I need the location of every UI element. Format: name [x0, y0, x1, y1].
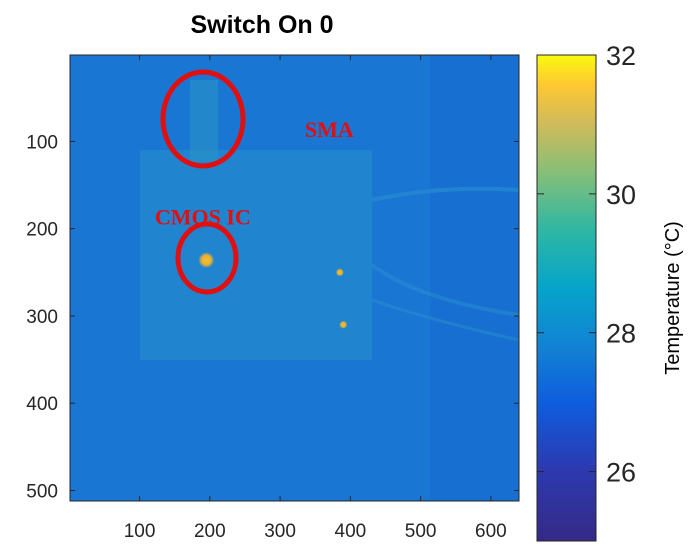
cable-mid — [370, 263, 519, 317]
circuit-board — [140, 150, 372, 360]
x-axis: 100 200 300 400 500 600 — [124, 55, 507, 542]
y-axis: 100 200 300 400 500 — [26, 132, 519, 503]
x-tick-label-5: 600 — [475, 521, 507, 542]
x-tick-label-3: 400 — [335, 521, 367, 542]
colorbar-axis: 26 28 30 32 — [537, 41, 636, 488]
hot-spot-2 — [339, 320, 348, 329]
colorbar — [536, 54, 597, 542]
x-tick-label-4: 500 — [405, 521, 437, 542]
y-tick-label-0: 100 — [26, 132, 58, 153]
x-tick-label-2: 300 — [264, 521, 296, 542]
hotspots-layer — [198, 252, 348, 329]
cmos-circle — [175, 221, 239, 295]
x-tick-label-0: 100 — [124, 521, 156, 542]
y-tick-label-3: 400 — [26, 394, 58, 415]
sma-circle — [160, 69, 246, 169]
cable-lower — [371, 298, 519, 342]
sma-connector — [190, 80, 218, 162]
plot-frame — [69, 54, 520, 502]
annotation-1: CMOS IC — [155, 204, 251, 229]
cb-tick-label-3: 32 — [606, 41, 636, 71]
colorbar-label: Temperature (°C) — [662, 221, 684, 375]
cb-tick-label-2: 30 — [606, 180, 636, 210]
heatmap-right-band — [430, 55, 519, 501]
y-tick-label-1: 200 — [26, 220, 58, 241]
x-tick-label-1: 200 — [194, 521, 226, 542]
hot-spot-0 — [198, 252, 215, 269]
y-tick-label-2: 300 — [26, 307, 58, 328]
cb-tick-label-0: 26 — [606, 458, 636, 488]
annotations-layer: SMA CMOS IC — [155, 117, 354, 229]
y-tick-label-4: 500 — [26, 482, 58, 503]
cable-upper — [371, 186, 519, 202]
hot-spot-1 — [335, 268, 344, 277]
annotation-0: SMA — [305, 117, 354, 142]
chart-title: Switch On 0 — [190, 11, 333, 39]
heatmap-plot — [70, 55, 519, 501]
cb-tick-label-1: 28 — [606, 319, 636, 349]
